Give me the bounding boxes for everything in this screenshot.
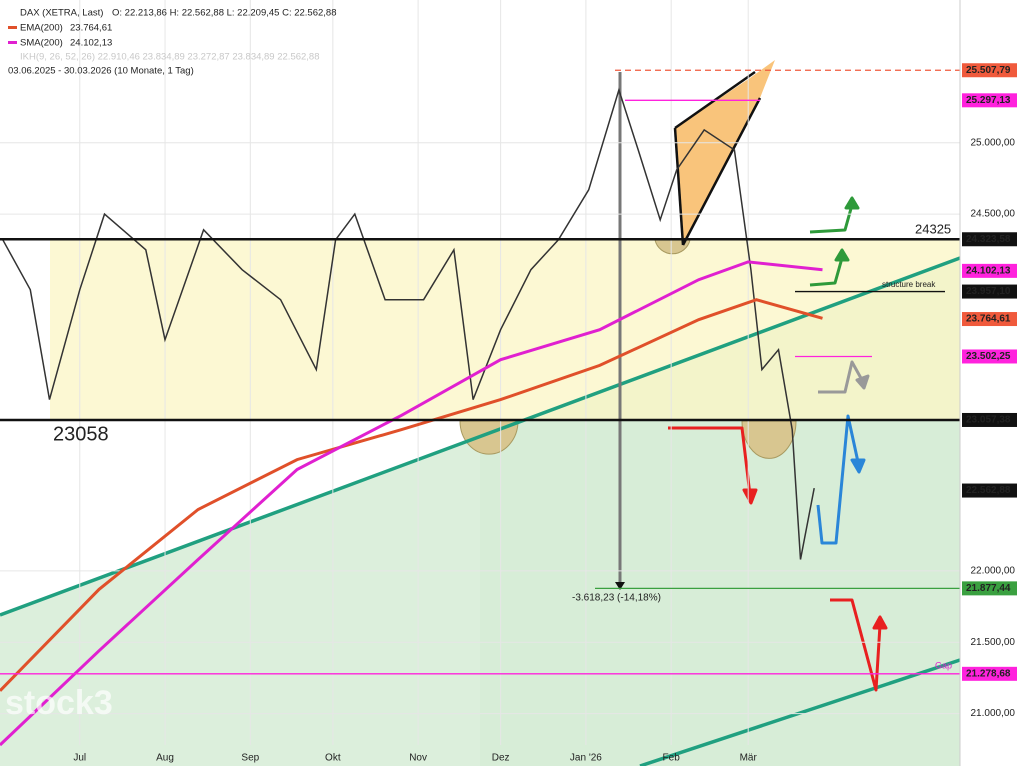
level-box	[962, 349, 1017, 364]
legend-value: 24.102,13	[70, 38, 112, 49]
wedge	[675, 60, 775, 245]
watermark: stock3	[5, 684, 113, 722]
level-label: 23.502,25	[966, 351, 1011, 362]
x-tick-label: Jan '26	[570, 753, 602, 764]
trendline	[0, 256, 961, 617]
ohlc: O: 22.213,86 H: 22.562,88 L: 22.209,45 C…	[112, 8, 336, 19]
level-label: 23.764,61	[966, 314, 1011, 325]
range: 03.06.2025 - 30.03.2026 (10 Monate, 1 Ta…	[8, 66, 194, 77]
level-label: 25.297,13	[966, 95, 1011, 106]
annotation: -3.618,23 (-14,18%)	[572, 593, 661, 604]
level-box	[962, 483, 1017, 498]
annotation: 24325	[915, 221, 951, 236]
y-tick-label: 21.500,00	[971, 637, 1016, 648]
legend-value: 23.764,61	[70, 23, 112, 34]
x-tick-label: Feb	[663, 753, 681, 764]
level-label: 21.278,68	[966, 668, 1011, 679]
axis: Jul Aug Sep Okt Nov Dez Jan '26 Feb Mär 25.000,00…	[73, 0, 1017, 766]
x-tick-label: Nov	[409, 753, 427, 764]
level-label: 24.323,58	[966, 234, 1011, 245]
header: DAX (XETRA, Last) O: 22.213,86 H: 22.562…	[8, 8, 336, 77]
level-label: 23.957,10	[966, 286, 1011, 297]
wedge-line	[673, 127, 685, 246]
legend-entry: SMA(200)	[20, 38, 63, 49]
trendline	[639, 658, 961, 766]
wedge-line	[681, 97, 762, 246]
drawings	[0, 60, 961, 766]
y-tick-label: 25.000,00	[971, 137, 1016, 148]
indicator-line	[0, 298, 823, 692]
price-line	[2, 87, 815, 560]
level-box	[962, 232, 1017, 247]
x-tick-label: Sep	[241, 753, 259, 764]
x-tick-label: Jul	[73, 753, 86, 764]
level-label: 24.102,13	[966, 266, 1011, 277]
title: DAX (XETRA, Last)	[20, 8, 103, 19]
cup	[741, 420, 797, 459]
level-label: 23.057,38	[966, 415, 1011, 426]
legend-entry: EMA(200)	[20, 23, 63, 34]
annotation: 23058	[53, 423, 109, 445]
y-tick-label: 22.000,00	[971, 566, 1016, 577]
annotation: structure break	[882, 280, 936, 289]
x-tick-label: Aug	[156, 753, 174, 764]
annotation: Gap	[935, 660, 952, 670]
indicator: IKH(9, 26, 52, 26) 22.910,46 23.834,89 2…	[20, 52, 320, 63]
indicator-line	[0, 260, 823, 747]
x-tick-label: Dez	[492, 753, 510, 764]
level-label: 22.562,88	[966, 485, 1011, 496]
legend-swatch	[8, 41, 17, 44]
arrows	[668, 196, 888, 692]
cup	[654, 239, 691, 255]
measure-arrow	[615, 582, 625, 590]
level-label: 21.877,44	[966, 583, 1011, 594]
level-box	[962, 412, 1017, 427]
level-box	[962, 581, 1017, 596]
green-zone	[480, 421, 960, 766]
level-box	[962, 312, 1017, 327]
y-tick-label: 24.500,00	[971, 209, 1016, 220]
y-tick-label: 21.000,00	[971, 708, 1016, 719]
x-tick-label: Okt	[325, 753, 341, 764]
grid	[0, 0, 960, 745]
legend-swatch	[8, 26, 17, 29]
range-box	[50, 240, 960, 421]
plot	[0, 69, 960, 747]
level-box	[962, 263, 1017, 278]
level-box	[962, 93, 1017, 108]
level-label: 25.507,79	[966, 65, 1011, 76]
level-box	[962, 284, 1017, 299]
annotations: 24325 23058 structure break -3.618,23 (-…	[5, 221, 952, 722]
level-box	[962, 63, 1017, 78]
x-tick-label: Mär	[740, 753, 758, 764]
level-box	[962, 666, 1017, 681]
